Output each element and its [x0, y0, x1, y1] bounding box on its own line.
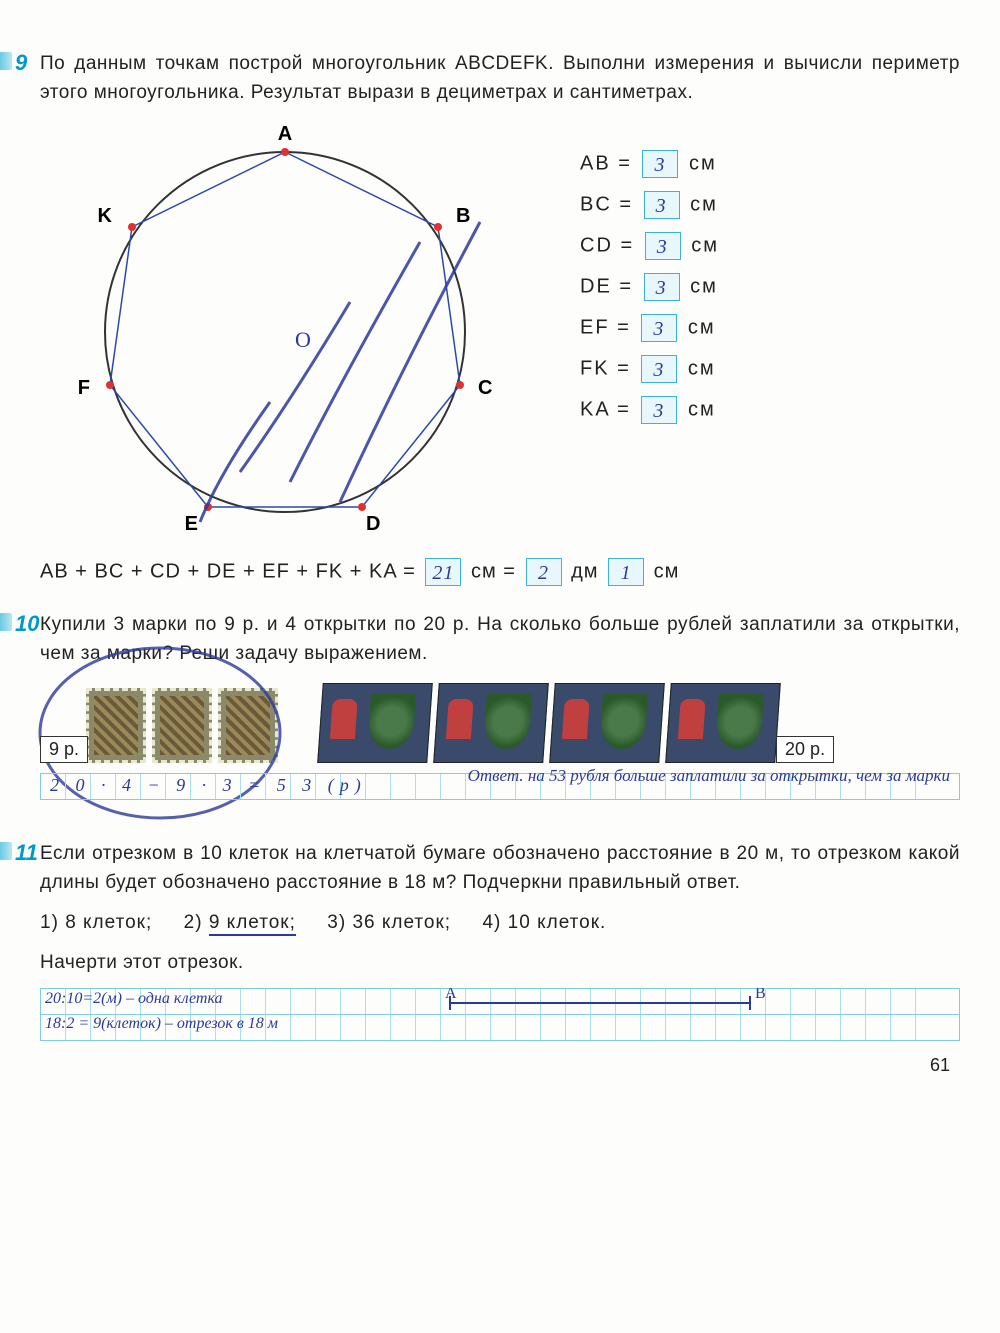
task-number-10: 10 — [15, 611, 39, 637]
task11-text: Если отрезком в 10 клеток на клетчатой б… — [40, 840, 960, 897]
val-BC[interactable]: 3 — [644, 191, 680, 219]
answer-block: Ответ. на 53 рубля больше заплатили за о… — [468, 767, 950, 786]
measure-AB: AB = 3 см — [580, 150, 960, 178]
postcard-icon — [433, 683, 549, 763]
measure-FK: FK = 3 см — [580, 355, 960, 383]
work-line-1: 20:10=2(м) – одна клетка — [45, 990, 223, 1008]
label-F: F — [78, 377, 90, 399]
segment-label-A: A — [445, 988, 457, 1002]
label-D: D — [366, 513, 380, 532]
draw-instruction: Начерти этот отрезок. — [40, 949, 960, 978]
val-FK[interactable]: 3 — [641, 355, 677, 383]
task-number-9: 9 — [15, 50, 27, 76]
option-4[interactable]: 4) 10 клеток. — [482, 912, 606, 933]
vertex-A — [281, 148, 289, 156]
task9-text: По данным точкам построй многоугольник A… — [40, 50, 960, 107]
val-KA[interactable]: 3 — [641, 396, 677, 424]
task-marker — [0, 52, 12, 70]
label-A: A — [278, 123, 292, 145]
work-line-2: 18:2 = 9(клеток) – отрезок в 18 м — [45, 1015, 278, 1033]
task-marker — [0, 842, 12, 860]
sum-rest[interactable]: 1 — [608, 558, 644, 586]
val-DE[interactable]: 3 — [644, 273, 680, 301]
val-EF[interactable]: 3 — [641, 314, 677, 342]
sum-cm[interactable]: 21 — [425, 558, 461, 586]
stamp-price: 9 р. — [40, 736, 88, 763]
card-price: 20 р. — [776, 736, 834, 763]
measurements-list: AB = 3 см BC = 3 см CD = 3 см DE = 3 см … — [520, 122, 960, 437]
postcard-icon — [665, 683, 781, 763]
circle — [105, 152, 465, 512]
center-label: O — [295, 327, 311, 352]
polygon-svg: A B C D E F K O — [40, 122, 520, 532]
task-11: 11 Если отрезком в 10 клеток на клетчато… — [40, 840, 960, 1041]
option-2[interactable]: 2) 9 клеток; — [184, 912, 303, 936]
option-1[interactable]: 1) 8 клеток; — [40, 912, 159, 933]
options-row: 1) 8 клеток; 2) 9 клеток; 3) 36 клеток; … — [40, 912, 960, 934]
perimeter-sum: AB + BC + CD + DE + EF + FK + KA = 21 см… — [40, 558, 960, 586]
segment-label-B: B — [755, 988, 766, 1002]
postcard-icon — [317, 683, 433, 763]
vertex-K — [128, 223, 136, 231]
measure-DE: DE = 3 см — [580, 273, 960, 301]
task-9: 9 По данным точкам построй многоугольник… — [40, 50, 960, 586]
pen-scribble-1 — [200, 222, 480, 522]
label-K: K — [98, 205, 113, 227]
illustration-row: 9 р. 20 р. — [40, 683, 960, 763]
val-CD[interactable]: 3 — [645, 232, 681, 260]
task-10: 10 Купили 3 марки по 9 р. и 4 открытки п… — [40, 611, 960, 800]
label-E: E — [185, 513, 198, 532]
task-marker — [0, 613, 12, 631]
sum-dm[interactable]: 2 — [526, 558, 562, 586]
vertex-D — [358, 503, 366, 511]
segment-drawing: A B — [440, 988, 770, 1018]
measure-EF: EF = 3 см — [580, 314, 960, 342]
vertex-F — [106, 381, 114, 389]
vertex-B — [434, 223, 442, 231]
measure-BC: BC = 3 см — [580, 191, 960, 219]
solution-text: 2 0 · 4 − 9 · 3 = 5 3 (р) — [50, 775, 367, 796]
label-B: B — [456, 205, 470, 227]
measure-KA: KA = 3 см — [580, 396, 960, 424]
stamp-icon — [152, 688, 212, 763]
val-AB[interactable]: 3 — [642, 150, 678, 178]
option-3[interactable]: 3) 36 клеток; — [327, 912, 457, 933]
vertex-C — [456, 381, 464, 389]
task10-text: Купили 3 марки по 9 р. и 4 открытки по 2… — [40, 611, 960, 668]
measure-CD: CD = 3 см — [580, 232, 960, 260]
page-number: 61 — [930, 1055, 950, 1076]
polygon-row: A B C D E F K O AB = 3 см BC = 3 см — [40, 122, 960, 538]
polygon-diagram: A B C D E F K O — [40, 122, 520, 538]
label-C: C — [478, 377, 492, 399]
postcard-icon — [549, 683, 665, 763]
stamp-icon — [218, 688, 278, 763]
heptagon — [110, 152, 460, 507]
stamp-icon — [86, 688, 146, 763]
task-number-11: 11 — [15, 840, 38, 866]
